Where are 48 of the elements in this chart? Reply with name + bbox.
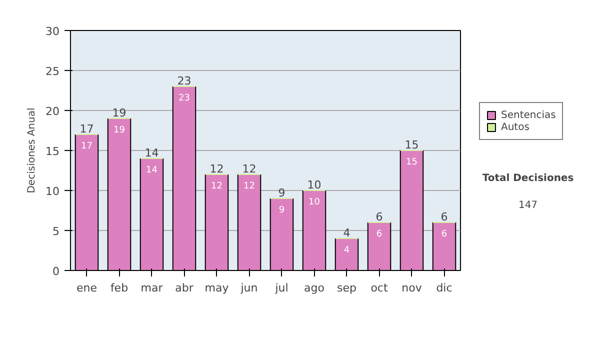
- x-tick-label: abr: [175, 282, 194, 294]
- text: 147: [518, 200, 538, 212]
- data-label: 12: [211, 182, 222, 192]
- total-label: 6: [376, 210, 383, 224]
- x-tick-label: nov: [402, 282, 422, 294]
- data-label: 17: [81, 142, 92, 152]
- y-tick-label: 0: [52, 265, 60, 278]
- total-label: 12: [242, 162, 256, 176]
- data-label: 14: [146, 166, 158, 176]
- x-tick-label: dic: [436, 282, 452, 294]
- y-tick-label: 25: [46, 65, 60, 78]
- x-tick-label: sep: [337, 282, 357, 294]
- legend-label: Sentencias: [501, 109, 556, 121]
- data-label: 12: [244, 182, 255, 192]
- data-label: 6: [441, 230, 448, 240]
- x-tick-label: ago: [304, 282, 325, 294]
- data-label: 10: [308, 198, 320, 208]
- data-label: 23: [178, 94, 190, 104]
- text: Total Decisiones: [482, 173, 574, 184]
- legend-label: Autos: [501, 121, 530, 133]
- y-tick-label: 20: [46, 105, 60, 118]
- x-tick-label: oct: [370, 282, 388, 294]
- data-label: 9: [278, 206, 285, 216]
- total-label: 14: [144, 146, 159, 160]
- total-label: 23: [177, 74, 192, 88]
- data-label: 6: [376, 230, 382, 240]
- data-label: 15: [406, 158, 418, 168]
- data-label: 19: [114, 126, 126, 136]
- y-tick-label: 10: [46, 185, 60, 198]
- x-tick-label: jun: [240, 282, 258, 294]
- y-tick-label: 5: [52, 225, 60, 238]
- total-label: 6: [440, 210, 448, 224]
- total-label: 19: [112, 106, 126, 120]
- x-tick-label: feb: [110, 282, 128, 294]
- x-tick-label: ene: [76, 282, 98, 294]
- x-tick-label: mar: [140, 282, 164, 294]
- x-tick-label: jul: [274, 282, 288, 294]
- total-label: 4: [343, 226, 350, 240]
- total-label: 17: [80, 122, 94, 136]
- total-label: 9: [278, 186, 286, 200]
- y-tick-label: 30: [46, 25, 60, 38]
- total-label: 12: [210, 162, 224, 176]
- total-label: 10: [307, 178, 322, 192]
- total-label: 15: [404, 138, 419, 152]
- x-tick-label: may: [204, 282, 230, 294]
- y-axis-title: Decisiones Anual: [26, 108, 38, 194]
- data-label: 4: [344, 246, 350, 256]
- y-tick-label: 15: [46, 145, 60, 158]
